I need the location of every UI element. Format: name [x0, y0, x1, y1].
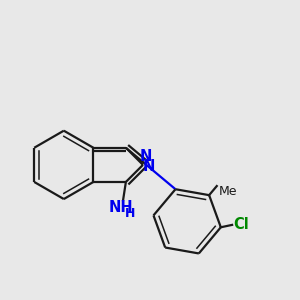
Text: Cl: Cl	[233, 217, 249, 232]
Text: NH: NH	[108, 200, 133, 215]
Text: N: N	[140, 149, 152, 164]
Text: Me: Me	[219, 185, 238, 199]
Text: H: H	[125, 207, 136, 220]
Text: N: N	[142, 159, 154, 174]
